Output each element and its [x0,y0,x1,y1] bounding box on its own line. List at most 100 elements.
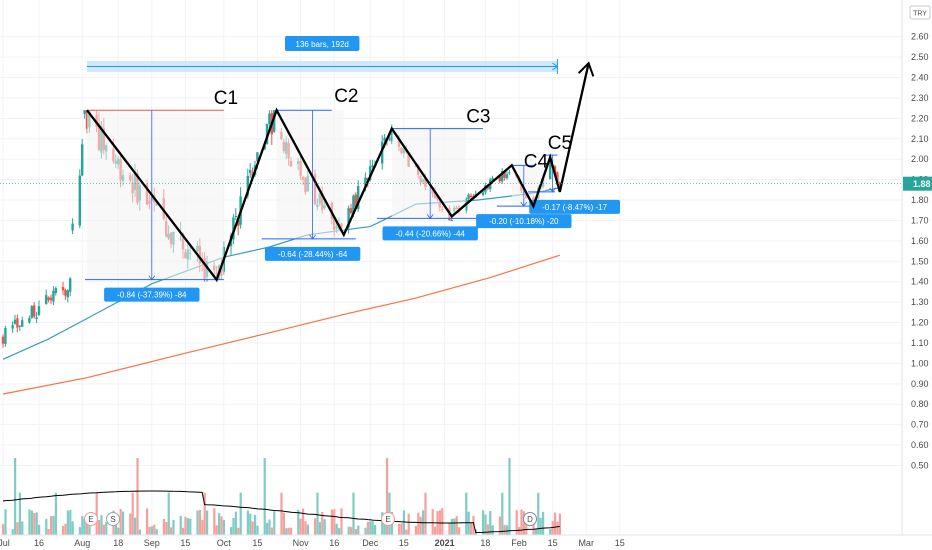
y-tick-label: 1.70 [911,215,929,225]
volume-bar [314,518,317,535]
volume-bars [2,458,561,535]
volume-bar [131,492,134,535]
candle-body [273,110,276,132]
y-tick-label: 1.20 [911,318,929,328]
volume-bar [170,527,173,535]
volume-bar [38,524,41,535]
candle-body [469,195,473,198]
measure-label-box [104,287,200,302]
event-marker-label: E [385,515,390,524]
drawings: -0.84 (-37.39%) -84 -0.64 (-28.44%) -64 -0… [84,36,620,526]
y-tick-label: 2.10 [911,134,929,144]
zigzag-arrow-icon [577,61,595,77]
pattern-label-c4: C4 [524,151,549,172]
candle-body [450,220,453,222]
last-price-label: 1.88 [913,179,931,189]
candle-body [35,317,38,319]
x-tick-label: Dec [362,538,379,548]
candle-body [498,176,501,182]
y-tick-label: 0.60 [911,440,929,450]
volume-bar [515,510,518,535]
candle-body [66,290,69,298]
volume-bar [83,518,86,535]
volume-bar [503,524,506,535]
y-tick-label: 1.50 [911,256,929,266]
volume-bar [419,516,422,535]
candle-body [234,215,237,217]
y-tick-label: 0.50 [911,461,929,471]
volume-bar [364,527,367,535]
candle-body [371,165,374,167]
volume-bar [198,509,201,535]
event-marker-label: D [527,515,533,524]
volume-bar [100,515,103,535]
volume-bar [532,517,535,535]
volume-bar [340,508,343,535]
volume-bar [453,518,456,535]
x-tick-label: 15 [615,538,625,548]
volume-bar [81,516,84,535]
pattern-label-c3: C3 [466,106,490,127]
volume-bar [21,521,24,535]
volume-bar [232,517,235,535]
candle-body [71,223,74,231]
candle-body [556,172,559,184]
candle-body [553,166,557,173]
candle-body [237,220,240,226]
candle-body [64,289,67,296]
y-tick-label: 0.90 [911,379,929,389]
measure-label-box [382,226,478,241]
volume-bar [520,509,523,535]
measure-arrow-icon [309,234,316,240]
volume-bar [486,524,489,535]
volume-bar [554,512,557,535]
ma-long-line [2,254,560,395]
candle-body [30,306,33,318]
x-tick-label: 16 [34,538,44,548]
volume-bar [383,523,386,535]
measure-label: -0.44 (-20.66%) -44 [396,229,466,238]
x-tick-label: Mar [578,538,594,548]
event-marker-label: S [110,515,115,524]
y-tick-label: 2.50 [911,52,929,62]
volume-bar [134,517,137,535]
volume-bar [470,522,473,535]
candle-body [28,318,31,323]
y-tick-label: 2.60 [911,32,929,42]
volume-bar [482,510,485,535]
volume-bar [539,517,542,535]
y-tick-label: 0.80 [911,399,929,409]
x-tick-label: 18 [480,538,490,548]
volume-bar [352,492,355,535]
volume-bar [374,524,377,535]
measure-label-box [476,214,572,229]
volume-bar [220,516,223,535]
x-tick-label: Oct [217,538,232,548]
currency-badge[interactable] [909,5,931,20]
candle-body [45,295,48,304]
candle-body [4,327,7,345]
volume-bar [266,522,269,535]
volume-bar [304,521,307,535]
volume-bar [347,526,350,535]
volume-bar [203,492,206,535]
candle-body [49,297,53,301]
measure-label: -0.64 (-28.44%) -64 [278,250,348,259]
currency-label: TRY [913,11,927,18]
x-axis-area [0,535,932,550]
candle-body [268,113,271,125]
measure-arrow-icon [148,275,156,281]
volume-bar [448,523,451,535]
zigzag-pattern-line [86,62,590,283]
measure-label: -0.17 (-8.47%) -17 [542,203,607,212]
candle-body [549,159,552,180]
volume-bar [62,526,65,535]
volume-bar [501,492,504,535]
volume-bar [69,509,72,535]
candle-body [37,306,41,316]
candle-body [369,166,372,180]
volume-bar [184,516,187,535]
volume-bar [11,529,14,535]
volume-bar [167,492,170,535]
